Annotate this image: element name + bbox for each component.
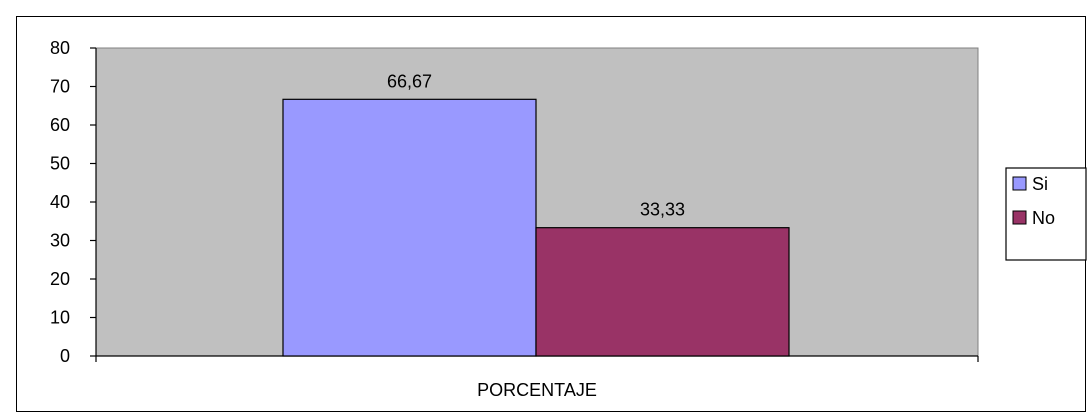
y-axis: 0 10 20 30 40 50 60 70 80 xyxy=(50,38,96,366)
x-axis: PORCENTAJE xyxy=(96,356,978,400)
bar-si xyxy=(283,99,536,356)
data-label-no: 33,33 xyxy=(640,200,685,220)
bar-no xyxy=(536,228,789,356)
legend-label-no: No xyxy=(1032,208,1055,228)
y-tick-label: 20 xyxy=(50,269,70,289)
data-label-si: 66,67 xyxy=(387,71,432,91)
y-tick-label: 80 xyxy=(50,38,70,58)
y-tick-label: 30 xyxy=(50,231,70,251)
legend-label-si: Si xyxy=(1032,174,1048,194)
y-tick-label: 50 xyxy=(50,154,70,174)
y-tick-label: 40 xyxy=(50,192,70,212)
legend: Si No xyxy=(1006,168,1086,260)
legend-swatch-si xyxy=(1013,177,1026,190)
y-tick-label: 10 xyxy=(50,308,70,328)
y-tick-label: 60 xyxy=(50,115,70,135)
y-tick-label: 0 xyxy=(60,346,70,366)
legend-swatch-no xyxy=(1013,211,1026,224)
x-category-label: PORCENTAJE xyxy=(477,380,597,400)
y-tick-label: 70 xyxy=(50,77,70,97)
